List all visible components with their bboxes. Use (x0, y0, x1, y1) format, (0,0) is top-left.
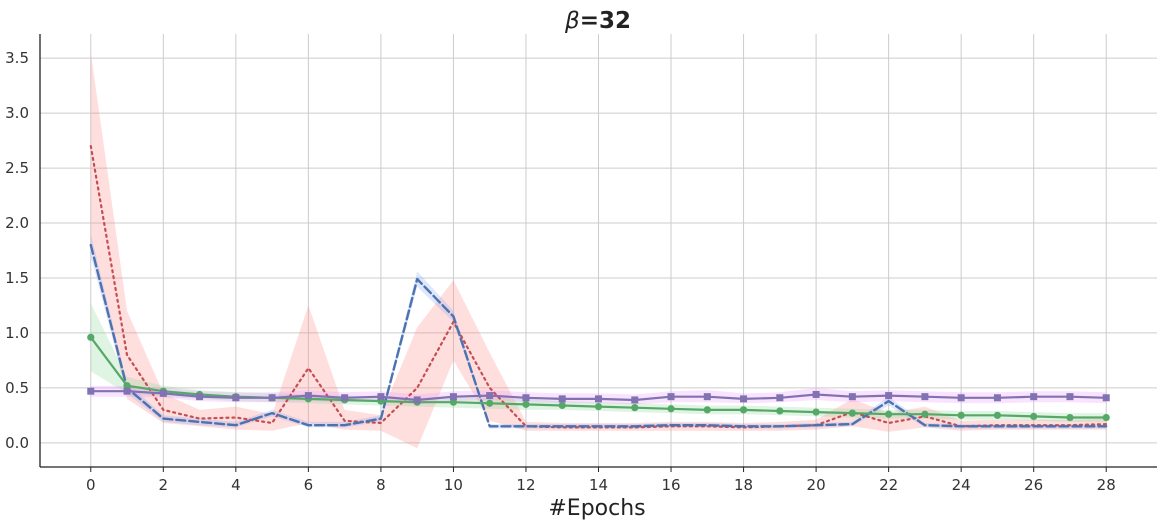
series-2-point (522, 400, 530, 408)
series-3-point (159, 389, 167, 397)
series-3-point (449, 393, 457, 401)
series-3-point (87, 387, 95, 395)
y-tick-label: 0.0 (5, 434, 29, 452)
series-3-point (812, 390, 820, 398)
series-2-point (449, 398, 458, 406)
series-3-point (631, 396, 639, 404)
series-2-point (631, 404, 639, 412)
series-2-point (885, 410, 893, 418)
series-1-line (89, 243, 1108, 428)
series-2-point (486, 399, 494, 407)
series-3-point (232, 394, 240, 402)
y-tick-label: 2.5 (5, 159, 29, 177)
series-3-point (123, 387, 131, 395)
series-2-point (1030, 412, 1038, 421)
series-3-point (341, 394, 349, 402)
series-markers (87, 333, 1110, 422)
series-2-point (812, 408, 820, 416)
series-2-point (667, 405, 675, 413)
x-tick-label: 20 (807, 476, 826, 494)
x-tick-label: 26 (1024, 476, 1043, 494)
y-tick-label: 1.5 (5, 269, 29, 287)
x-tick-label: 10 (444, 476, 463, 494)
x-tick-label: 22 (879, 476, 898, 494)
series-3-point (776, 394, 784, 402)
series-2-point (1102, 413, 1110, 422)
x-tick-label: 24 (952, 476, 971, 494)
series-3-point (558, 395, 566, 403)
series-2-point (739, 406, 748, 414)
series-2-point (776, 407, 784, 415)
series-3-point (377, 393, 385, 401)
y-tick-label: 3.0 (5, 104, 29, 122)
series-2-point (1066, 413, 1074, 422)
series-3-point (885, 392, 893, 400)
series-2-point (848, 409, 856, 417)
series-2-point (703, 406, 711, 414)
series-3-point (413, 396, 421, 404)
x-tick-label: 0 (86, 476, 96, 494)
x-tick-label: 16 (661, 476, 680, 494)
series-3-point (667, 393, 675, 401)
series-3-point (268, 394, 276, 402)
y-tick-label: 3.5 (5, 49, 29, 67)
x-tick-label: 14 (589, 476, 608, 494)
x-tick-label: 12 (516, 476, 535, 494)
chart-title: β=32 (564, 8, 631, 34)
series-2-point (87, 333, 95, 341)
series-2-point (993, 411, 1002, 419)
series-3-point (1066, 393, 1074, 401)
x-axis-label: #Epochs (548, 496, 645, 521)
x-tick-label: 8 (376, 476, 386, 494)
y-tick-label: 1.0 (5, 324, 29, 342)
series-3-point (1030, 393, 1038, 401)
y-tick-label: 2.0 (5, 214, 29, 232)
series-0-band (90, 52, 1107, 449)
x-tick-label: 4 (231, 476, 241, 494)
series-3-point (848, 393, 856, 401)
y-tick-label: 0.5 (5, 379, 29, 397)
series-3-point (522, 394, 530, 402)
series-3-point (486, 392, 494, 400)
axes (39, 34, 1157, 472)
series-3-point (740, 395, 748, 403)
series-2-point (921, 410, 929, 418)
series-2-point (957, 411, 965, 419)
series-3-point (196, 393, 204, 401)
series-3-point (957, 394, 965, 402)
series-3-point (993, 394, 1001, 402)
series-2-point (123, 382, 131, 390)
series-3-point (921, 393, 929, 401)
series-2-point (594, 402, 603, 411)
x-tick-label: 28 (1097, 476, 1116, 494)
series-3-point (1102, 394, 1110, 402)
series-0-line (89, 145, 1108, 429)
series-3-point (703, 393, 711, 401)
title-value: =32 (580, 8, 631, 34)
tick-labels: 0 2 4 6 8 10 12 14 16 18 20 22 24 26 280.00.51.01.52.0… (5, 49, 1116, 494)
series-3-point (304, 392, 312, 400)
series-2-point (558, 401, 566, 410)
title-beta-symbol: β (564, 8, 580, 34)
series-3-point (595, 395, 602, 403)
x-tick-label: 18 (734, 476, 753, 494)
x-tick-label: 2 (159, 476, 169, 494)
x-tick-label: 6 (304, 476, 314, 494)
